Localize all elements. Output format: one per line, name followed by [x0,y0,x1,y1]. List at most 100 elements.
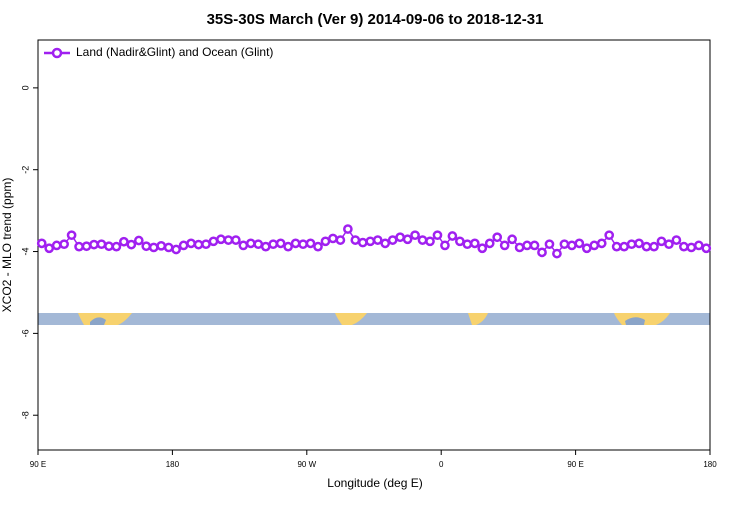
data-point [469,238,480,249]
chart-title: 35S-30S March (Ver 9) 2014-09-06 to 2018… [207,11,544,28]
data-point [484,238,495,249]
data-point [350,235,361,245]
data-point [507,234,517,245]
data-point [581,243,592,254]
data-point [260,241,271,252]
data-point [104,241,114,252]
data-point [74,241,84,252]
data-point [81,241,92,252]
data-point [298,239,308,250]
data-point [537,247,547,258]
data-point [171,244,181,255]
data-point [357,237,368,248]
data-point [440,240,450,251]
data-point [626,239,637,250]
data-point [365,236,376,247]
data-point [156,240,167,251]
data-point [89,239,99,250]
data-point [522,240,532,251]
data-point [268,239,279,250]
data-point [66,230,77,241]
data-point [335,235,346,245]
data-point [275,238,286,249]
data-point [514,242,525,253]
data-point [679,241,689,252]
x-tick-label: 180 [703,460,717,469]
x-tick-label: 90 E [567,460,583,469]
data-point [604,230,615,241]
data-point [477,243,488,254]
data-point [290,238,301,249]
data-point [163,242,174,253]
y-tick-label: -4 [20,248,30,256]
land-ocean-strip [38,313,710,325]
x-tick-label: 0 [439,460,444,469]
data-point [701,243,712,254]
data-point [193,239,204,250]
data-point [455,236,465,247]
data-point [313,241,323,252]
data-point [380,238,391,249]
data-point [126,239,137,250]
data-point [283,241,293,252]
data-point [59,239,69,250]
x-axis-label: Longitude (deg E) [327,476,422,490]
data-point [402,234,413,245]
data-point [320,236,331,247]
data-point [119,236,129,247]
data-point [111,241,122,252]
y-tick-label: -2 [20,166,30,174]
data-point [216,234,226,245]
data-point [611,241,622,252]
data-point [417,235,428,245]
data-point [238,240,249,251]
data-point [395,232,405,243]
legend-marker [51,47,63,59]
data-point [432,230,443,241]
data-point [208,236,219,247]
data-point [425,236,435,247]
data-point [245,238,256,249]
data-point [328,233,338,244]
data-point [596,238,607,249]
data-point [36,238,47,249]
data-point [44,243,55,254]
data-point [499,240,510,251]
y-axis-label: XCO2 - MLO trend (ppm) [0,178,14,313]
data-point [201,239,211,250]
data-point [492,232,503,243]
data-point [559,239,570,250]
data-point [133,235,144,246]
data-point [552,248,562,259]
data-point [178,240,189,251]
data-point [223,235,234,245]
data-point [589,240,600,251]
data-point [634,238,644,249]
y-tick-label: 0 [20,85,30,90]
data-point [305,238,316,249]
data-point [544,239,555,250]
data-point [641,241,652,252]
data-point [656,236,667,247]
data-point [186,238,196,249]
y-tick-label: -8 [20,411,30,419]
data-point [343,224,353,234]
data-point [574,238,585,249]
data-point [567,240,577,251]
data-point [693,240,704,251]
data-point [231,235,241,245]
data-point [529,240,540,251]
data-point [686,242,697,253]
data-point [649,241,659,252]
data-point [462,239,473,250]
data-point [447,231,458,241]
data-point [671,235,682,245]
legend-label: Land (Nadir&Glint) and Ocean (Glint) [76,45,273,59]
data-point [253,239,264,250]
data-point [141,241,152,252]
data-point [372,235,383,245]
data-point [410,230,420,241]
data-point [387,235,398,245]
x-tick-label: 90 E [30,460,46,469]
